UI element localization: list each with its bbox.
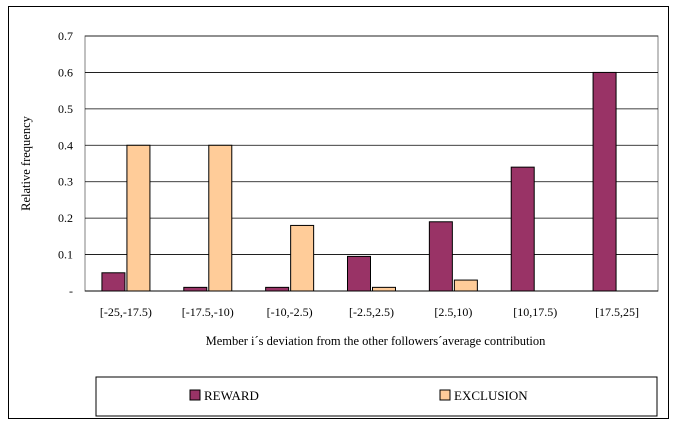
x-axis-title: Member i´s deviation from the other foll… (206, 334, 547, 348)
x-tick-label: [-2.5,2.5) (349, 305, 394, 319)
y-tick-label: - (69, 284, 73, 298)
y-tick-label: 0.6 (58, 65, 73, 79)
legend-label-exclusion: EXCLUSION (454, 388, 528, 403)
legend-swatch-reward (189, 389, 201, 401)
bar-reward (428, 221, 453, 292)
bars (101, 71, 617, 292)
y-axis-ticks: - 0.1 0.2 0.3 0.4 0.5 0.6 0.7 (58, 29, 73, 298)
x-tick-label: [-10,-2.5) (267, 305, 313, 319)
y-tick-label: 0.7 (58, 29, 73, 43)
bar-reward (347, 255, 371, 292)
x-tick-label: [17.5,25] (595, 305, 639, 319)
bar-exclusion (290, 224, 315, 292)
bar-exclusion (453, 279, 478, 292)
x-axis-ticks: [-25,-17.5) [-17.5,-10) [-10,-2.5) [-2.5,2.… (100, 305, 639, 319)
bar-exclusion (208, 144, 233, 292)
x-tick-label: [-25,-17.5) (100, 305, 152, 319)
y-tick-label: 0.2 (58, 211, 73, 225)
y-tick-label: 0.5 (58, 102, 73, 116)
legend-box (95, 376, 658, 417)
bar-exclusion (126, 144, 151, 292)
legend: REWARD EXCLUSION (95, 376, 658, 417)
x-tick-label: [2.5,10) (434, 305, 472, 319)
bar-reward (592, 71, 617, 292)
bar-reward (183, 286, 208, 292)
bar-exclusion (372, 286, 396, 292)
y-axis-title: Relative frequency (19, 115, 33, 210)
bar-reward (510, 166, 535, 292)
x-tick-label: [10,17.5) (513, 305, 557, 319)
grid-lines (85, 35, 658, 255)
bar-reward (265, 286, 290, 292)
x-tick-label: [-17.5,-10) (182, 305, 234, 319)
legend-swatch-exclusion (439, 389, 451, 401)
legend-label-reward: REWARD (204, 388, 259, 403)
y-tick-label: 0.4 (58, 138, 73, 152)
bar-reward (101, 272, 126, 292)
y-tick-label: 0.3 (58, 175, 73, 189)
y-tick-label: 0.1 (58, 248, 73, 262)
plot-area (84, 35, 659, 292)
